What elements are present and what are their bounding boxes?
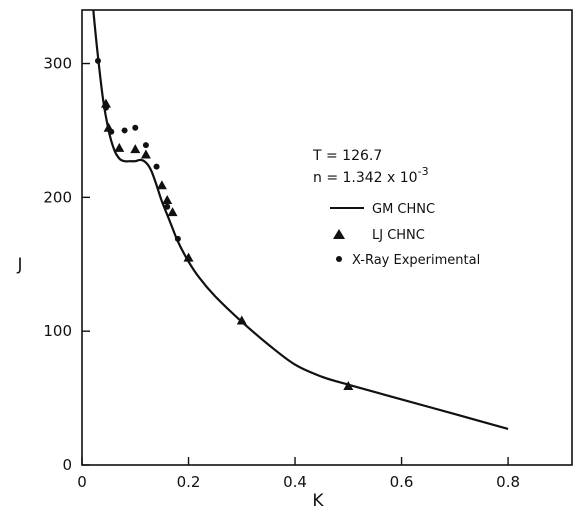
xray-experimental-point bbox=[132, 124, 139, 131]
x-tick-label: 0.4 bbox=[283, 473, 307, 491]
legend-label-gm-chnc: GM CHNC bbox=[372, 202, 435, 217]
plot-frame bbox=[81, 9, 573, 466]
x-tick-label: 0.2 bbox=[177, 473, 201, 491]
xray-experimental-point bbox=[142, 142, 149, 149]
xray-experimental-point bbox=[94, 57, 101, 64]
lj-chnc-triangle-point bbox=[156, 180, 167, 190]
legend-label-lj-chnc: LJ CHNC bbox=[372, 228, 425, 243]
series-line-gm-chnc bbox=[92, 10, 509, 430]
density-annotation-base: n = 1.342 x 10 bbox=[313, 170, 418, 186]
xray-experimental-point bbox=[174, 235, 181, 242]
density-annotation-exponent: -3 bbox=[418, 165, 429, 178]
y-tick-label: 200 bbox=[43, 188, 72, 206]
legend-dot-symbol bbox=[336, 256, 342, 262]
y-ticks: 0 100 200 300 bbox=[43, 55, 90, 474]
lj-chnc-triangle-point bbox=[167, 207, 178, 217]
lj-chnc-triangle-point bbox=[130, 144, 141, 154]
y-axis-title: J bbox=[16, 255, 22, 275]
legend: GM CHNC LJ CHNC X-Ray Experimental bbox=[330, 202, 480, 268]
lj-chnc-triangle-point bbox=[100, 98, 111, 108]
density-annotation: n = 1.342 x 10-3 bbox=[313, 165, 429, 186]
xray-experimental-point bbox=[108, 128, 115, 135]
x-tick-label: 0.6 bbox=[390, 473, 414, 491]
x-axis-title: K bbox=[312, 491, 324, 511]
series-group bbox=[92, 10, 509, 430]
temperature-annotation: T = 126.7 bbox=[312, 148, 382, 164]
lj-chnc-triangle-point bbox=[236, 315, 247, 325]
xray-experimental-point bbox=[121, 127, 128, 134]
xray-experimental-point bbox=[164, 203, 171, 210]
lj-chnc-triangle-point bbox=[140, 149, 151, 159]
x-tick-label: 0 bbox=[77, 473, 87, 491]
xray-experimental-point bbox=[153, 163, 160, 170]
x-tick-label: 0.8 bbox=[496, 473, 520, 491]
lj-chnc-triangle-point bbox=[162, 195, 173, 205]
lj-chnc-triangle-point bbox=[343, 381, 354, 391]
y-tick-label: 0 bbox=[62, 456, 72, 474]
lj-chnc-triangle-point bbox=[183, 252, 194, 262]
legend-label-xray: X-Ray Experimental bbox=[352, 253, 480, 268]
y-tick-label: 300 bbox=[43, 55, 72, 73]
x-ticks: 0 0.2 0.4 0.6 0.8 bbox=[77, 457, 520, 491]
y-tick-label: 100 bbox=[43, 322, 72, 340]
legend-triangle-symbol bbox=[333, 229, 345, 239]
xray-experimental-point bbox=[102, 104, 109, 111]
lj-chnc-triangle-point bbox=[114, 142, 125, 152]
